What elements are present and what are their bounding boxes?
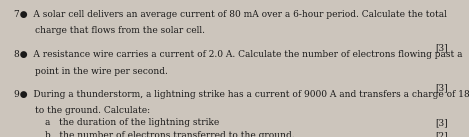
Text: point in the wire per second.: point in the wire per second.	[35, 67, 168, 76]
Text: [3]: [3]	[435, 118, 448, 127]
Text: [2]: [2]	[435, 131, 448, 137]
Text: a   the duration of the lightning strike: a the duration of the lightning strike	[45, 118, 219, 127]
Text: [3]: [3]	[435, 43, 448, 52]
Text: charge that flows from the solar cell.: charge that flows from the solar cell.	[35, 26, 205, 35]
Text: [3]: [3]	[435, 83, 448, 92]
Text: b   the number of electrons transferred to the ground.: b the number of electrons transferred to…	[45, 131, 294, 137]
Text: 8●  A resistance wire carries a current of 2.0 A. Calculate the number of electr: 8● A resistance wire carries a current o…	[14, 50, 462, 59]
Text: 7●  A solar cell delivers an average current of 80 mA over a 6-hour period. Calc: 7● A solar cell delivers an average curr…	[14, 10, 447, 19]
Text: 9●  During a thunderstorm, a lightning strike has a current of 9000 A and transf: 9● During a thunderstorm, a lightning st…	[14, 90, 469, 99]
Text: to the ground. Calculate:: to the ground. Calculate:	[35, 106, 150, 115]
